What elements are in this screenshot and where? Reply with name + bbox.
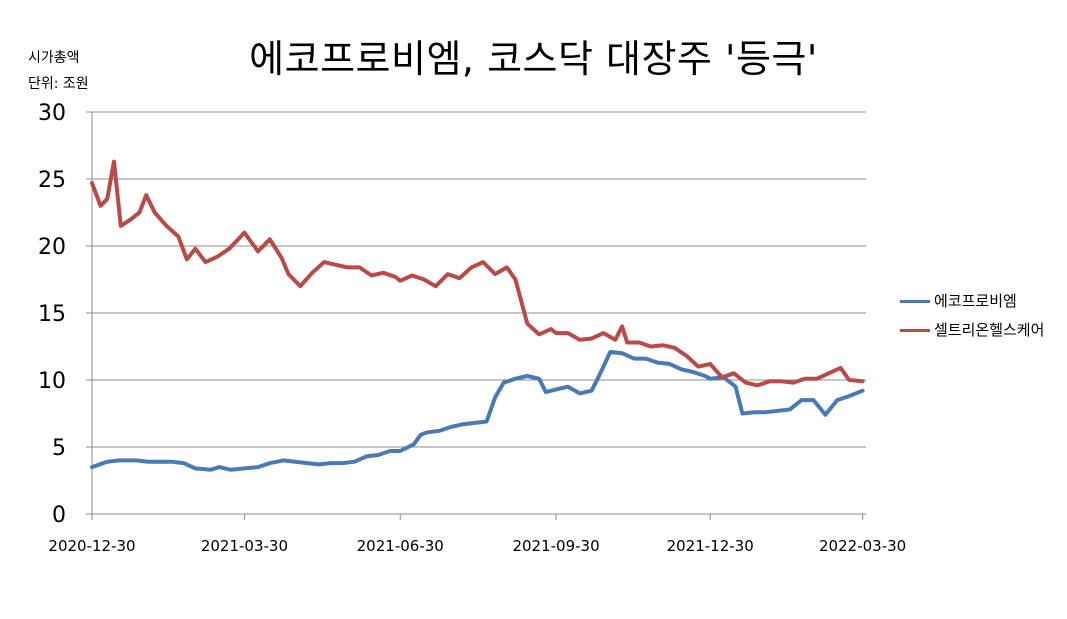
series-line-2 [90, 159, 865, 388]
x-tick-label: 2021-09-30 [512, 537, 599, 555]
chart-title: 에코프로비엠, 코스닥 대장주 '등극' [249, 37, 818, 81]
legend-item-series-2: 셀트리온헬스케어 [900, 319, 1044, 340]
y-tick-label: 20 [38, 235, 66, 260]
grid-lines [86, 111, 866, 520]
legend-label: 에코프로비엠 [934, 292, 1017, 310]
x-tick-label: 2022-03-30 [819, 537, 906, 555]
y-tick-label: 5 [52, 436, 66, 461]
series-lines [90, 159, 865, 472]
x-tick-label: 2021-03-30 [201, 537, 288, 555]
legend-swatch [900, 300, 930, 303]
y-axis-ticks: 0 5 10 15 20 25 30 [38, 101, 66, 528]
series-line-1 [90, 349, 865, 472]
x-axis-ticks: 2020-12-30 2021-03-30 2021-06-30 2021-09-30… [48, 537, 906, 555]
legend-item-series-1: 에코프로비엠 [900, 290, 1017, 311]
y-tick-label: 30 [38, 101, 66, 126]
legend-label: 셀트리온헬스케어 [934, 321, 1045, 339]
y-axis-label: 시가총액 [28, 50, 80, 66]
x-tick-label: 2020-12-30 [48, 537, 135, 555]
unit-label: 단위: 조원 [28, 76, 89, 92]
x-tick-label: 2021-12-30 [667, 537, 754, 555]
y-tick-label: 10 [38, 369, 66, 394]
x-tick-label: 2021-06-30 [357, 537, 444, 555]
y-tick-label: 15 [38, 302, 66, 327]
legend-swatch [900, 329, 930, 332]
y-tick-label: 0 [52, 503, 66, 528]
y-tick-label: 25 [38, 168, 66, 193]
